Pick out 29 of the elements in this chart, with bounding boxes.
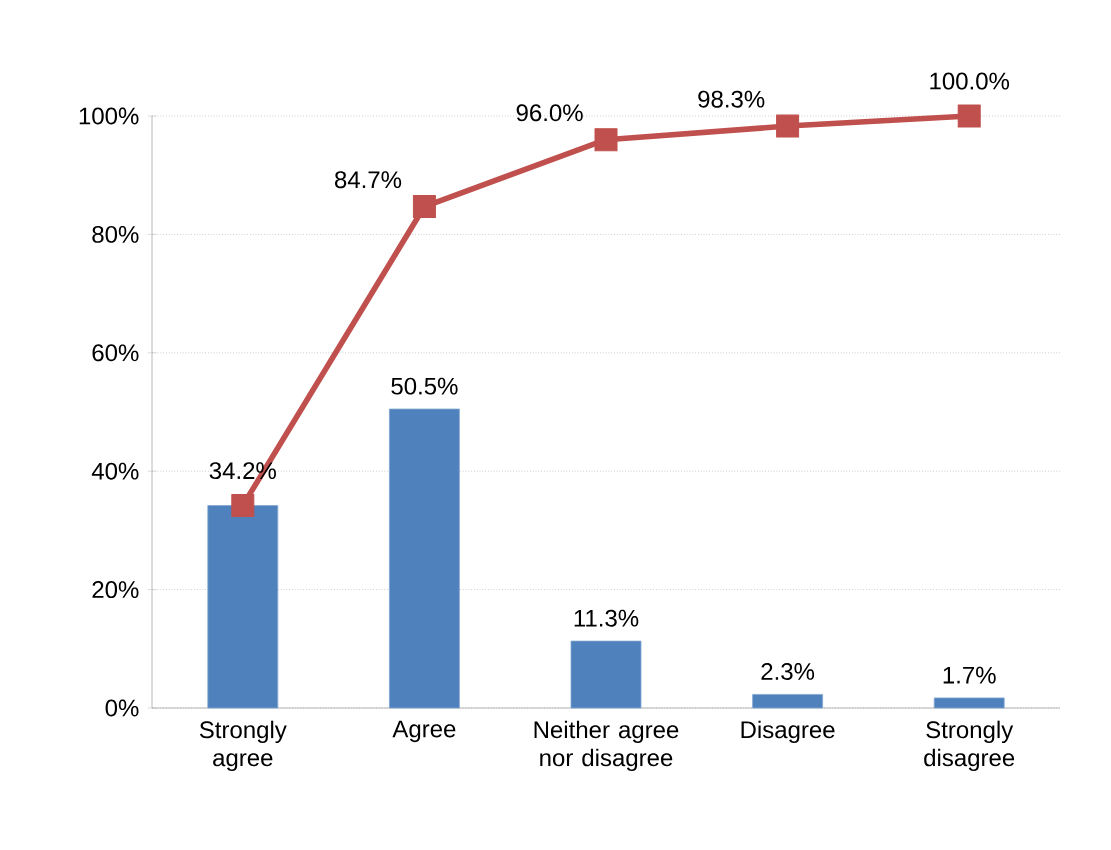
point bbox=[776, 114, 800, 138]
x-tick-label: Neither agree nor disagree bbox=[534, 720, 679, 772]
y-tick-label: 0% bbox=[105, 699, 139, 717]
data-label: 11.3% bbox=[574, 609, 639, 627]
bar bbox=[570, 640, 642, 709]
y-tick-label: 100% bbox=[79, 107, 139, 125]
bar bbox=[207, 505, 279, 709]
data-label: 1.7% bbox=[943, 666, 996, 684]
y-tick-label: 60% bbox=[92, 344, 139, 362]
data-label: 100.0% bbox=[930, 72, 1010, 90]
data-label: 84.7% bbox=[334, 171, 402, 189]
point bbox=[412, 195, 436, 219]
bar bbox=[933, 697, 1005, 709]
y-tick-label: 40% bbox=[91, 462, 139, 480]
data-label: 98.3% bbox=[698, 90, 765, 108]
x-tick-label: Strongly disagree bbox=[924, 720, 1015, 772]
y-tick-label: 20% bbox=[92, 581, 139, 599]
y-tick-label: 80% bbox=[92, 225, 139, 243]
x-tick-label: Agree bbox=[392, 720, 456, 743]
point bbox=[594, 128, 618, 152]
data-label: 2.3% bbox=[761, 663, 815, 680]
x-tick-label: Disagree bbox=[741, 720, 835, 744]
data-label: 96.0% bbox=[516, 104, 583, 122]
x-tick-label: Strongly agree bbox=[199, 720, 287, 772]
point bbox=[957, 104, 981, 128]
bar bbox=[752, 693, 824, 709]
bar bbox=[389, 408, 460, 709]
data-label: 50.5% bbox=[391, 377, 458, 395]
point bbox=[231, 494, 255, 518]
